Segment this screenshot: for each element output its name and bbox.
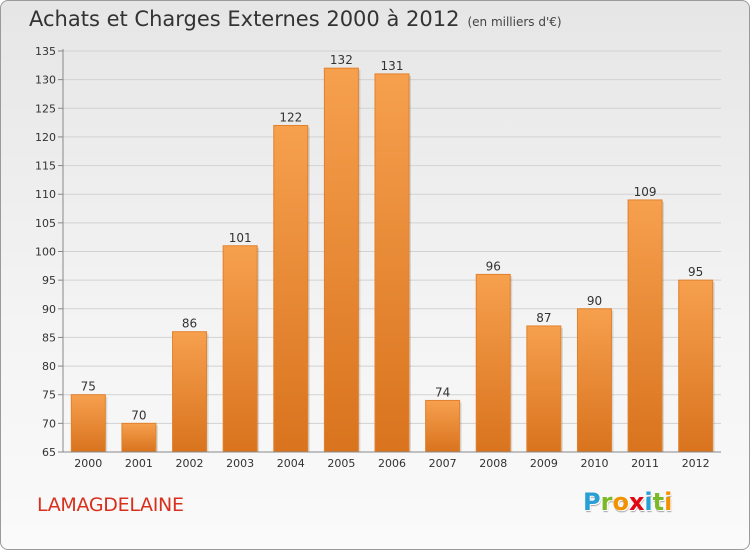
logo-letter: t xyxy=(652,488,665,516)
y-tick-label: 65 xyxy=(42,446,56,459)
logo-letter: r xyxy=(600,488,613,516)
x-tick-label: 2007 xyxy=(429,457,457,470)
bar xyxy=(323,67,359,453)
bar-value-label: 132 xyxy=(330,53,353,67)
municipality-name: LAMAGDELAINE xyxy=(37,494,184,516)
y-tick-label: 135 xyxy=(35,45,56,58)
x-tick-label: 2004 xyxy=(277,457,305,470)
bar-value-label: 131 xyxy=(381,59,404,73)
x-tick-label: 2010 xyxy=(580,457,608,470)
x-tick-label: 2006 xyxy=(378,457,406,470)
bar-value-label: 70 xyxy=(131,408,146,422)
bar xyxy=(273,124,309,453)
proxiti-logo: Proxiti xyxy=(583,488,672,516)
bar xyxy=(425,399,461,453)
bar-value-label: 122 xyxy=(279,110,302,124)
bar-value-label: 86 xyxy=(182,317,197,331)
chart-title-text: Achats et Charges Externes 2000 à 2012 xyxy=(29,7,460,31)
y-tick-label: 120 xyxy=(35,131,56,144)
bar-value-label: 95 xyxy=(688,265,703,279)
y-tick-label: 85 xyxy=(42,331,56,344)
bar xyxy=(678,279,714,453)
bar xyxy=(526,325,562,453)
logo-letter: x xyxy=(628,488,645,516)
logo-letter: i xyxy=(644,488,653,516)
bar xyxy=(475,273,511,453)
chart-title: Achats et Charges Externes 2000 à 2012 (e… xyxy=(29,7,562,31)
x-axis: 2000 2001 2002 2003 2004 2005 2006 2007 2008 2009… xyxy=(63,451,721,470)
bar xyxy=(576,308,612,453)
y-tick-label: 125 xyxy=(35,102,56,115)
bar xyxy=(121,422,157,453)
bar-value-label: 96 xyxy=(486,259,501,273)
bar-value-label: 90 xyxy=(587,294,602,308)
y-tick-label: 110 xyxy=(35,188,56,201)
y-tick-label: 95 xyxy=(42,274,56,287)
bar xyxy=(374,73,410,453)
bar xyxy=(627,199,663,453)
x-tick-label: 2012 xyxy=(682,457,710,470)
y-tick-label: 70 xyxy=(42,417,56,430)
x-tick-label: 2011 xyxy=(631,457,659,470)
bar-value-label: 75 xyxy=(81,380,96,394)
y-axis: 65 70 75 80 85 90 95 100 105 110 115 120 125 130 135 xyxy=(35,45,64,459)
bar xyxy=(172,331,208,453)
bars: 75 70 86 101 122 132 131 74 96 87 90 109 95 xyxy=(70,53,715,453)
chart-subtitle: (en milliers d'€) xyxy=(467,15,562,29)
y-tick-label: 105 xyxy=(35,217,56,230)
x-tick-label: 2002 xyxy=(176,457,204,470)
x-tick-label: 2000 xyxy=(74,457,102,470)
bar-value-label: 109 xyxy=(634,185,657,199)
logo-letter: i xyxy=(664,488,673,516)
y-tick-label: 100 xyxy=(35,246,56,259)
y-tick-label: 75 xyxy=(42,389,56,402)
y-tick-label: 80 xyxy=(42,360,56,373)
x-tick-label: 2003 xyxy=(226,457,254,470)
y-tick-label: 130 xyxy=(35,74,56,87)
bar xyxy=(70,394,106,453)
y-tick-label: 115 xyxy=(35,160,56,173)
x-tick-label: 2009 xyxy=(530,457,558,470)
bar-value-label: 74 xyxy=(435,385,450,399)
bar xyxy=(222,245,258,453)
y-tick-label: 90 xyxy=(42,303,56,316)
x-tick-label: 2008 xyxy=(479,457,507,470)
bar-value-label: 101 xyxy=(229,231,252,245)
x-tick-label: 2001 xyxy=(125,457,153,470)
x-tick-label: 2005 xyxy=(327,457,355,470)
bar-value-label: 87 xyxy=(536,311,551,325)
logo-letter: P xyxy=(583,488,601,516)
logo-letter: o xyxy=(612,488,629,516)
